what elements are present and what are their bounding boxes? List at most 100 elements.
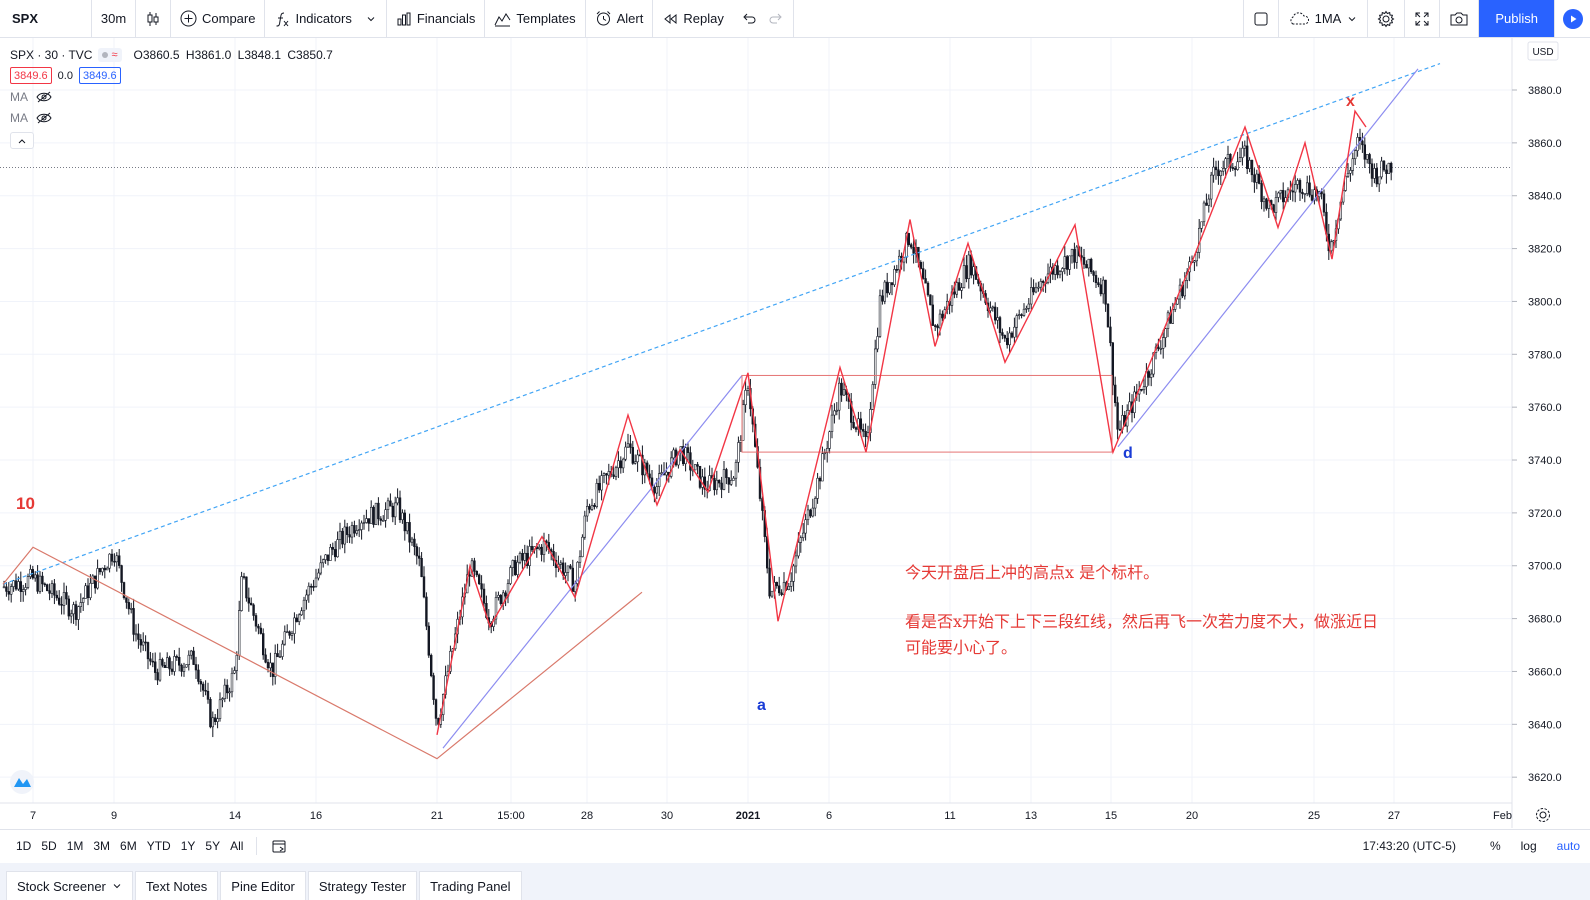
legend-symbol[interactable]: SPX · 30 · TVC bbox=[10, 47, 93, 62]
indicators-button[interactable]: Indicators bbox=[265, 0, 387, 37]
chart-settings-gear[interactable] bbox=[1536, 808, 1550, 822]
currency-badge[interactable] bbox=[1527, 41, 1559, 61]
range-ytd[interactable]: YTD bbox=[146, 838, 171, 853]
candle-body bbox=[144, 641, 147, 644]
bid-price[interactable]: 3849.6 bbox=[10, 67, 52, 84]
candle-body bbox=[194, 664, 198, 671]
candle-body bbox=[655, 486, 659, 494]
price-axis[interactable]: USD 3880.0 3860.0 3840.0 3820.0 3800.0 3780.0… bbox=[1511, 38, 1590, 828]
tab-strategy-tester[interactable]: Strategy Tester bbox=[307, 871, 418, 900]
templates-button[interactable]: Templates bbox=[485, 0, 586, 37]
cloud-layout-button[interactable]: 1MA bbox=[1279, 0, 1369, 37]
candle-body bbox=[113, 560, 116, 563]
candle bbox=[391, 502, 394, 523]
range-1d[interactable]: 1D bbox=[16, 838, 32, 853]
chart-drawings[interactable] bbox=[2, 63, 1441, 760]
interval-button[interactable]: 30m bbox=[92, 0, 136, 37]
legend-ohlc: O3860.5 H3861.0 L3848.1 C3850.7 bbox=[134, 48, 336, 62]
candle bbox=[1022, 303, 1026, 317]
toolbar-spacer bbox=[794, 0, 1243, 37]
compare-button[interactable]: Compare bbox=[171, 0, 266, 37]
symbol-search-button[interactable]: SPX bbox=[0, 0, 92, 37]
candle-body bbox=[717, 479, 721, 484]
candle-body bbox=[149, 658, 152, 662]
candle bbox=[223, 678, 226, 703]
candle bbox=[859, 411, 863, 436]
candle-body bbox=[202, 683, 205, 691]
tab-pine-editor[interactable]: Pine Editor bbox=[220, 871, 306, 900]
candle bbox=[1068, 255, 1071, 275]
clock-timezone[interactable]: 17:43:20 (UTC-5) bbox=[1362, 838, 1456, 853]
candle bbox=[190, 649, 193, 660]
candle bbox=[1262, 196, 1266, 212]
settings-button[interactable] bbox=[1368, 0, 1406, 37]
candle-body bbox=[33, 574, 37, 579]
price-tick-label: 3860.0 bbox=[1528, 138, 1562, 150]
goto-date-icon[interactable] bbox=[271, 838, 287, 854]
candle bbox=[513, 555, 517, 576]
candle-body bbox=[211, 717, 214, 728]
ask-price[interactable]: 3849.6 bbox=[78, 67, 121, 84]
candle bbox=[537, 544, 541, 551]
price-chart[interactable]: 10 a d x 今天开盘后上冲的高点x 是个标杆。 看是否x开始下上下三段红线… bbox=[0, 38, 1590, 828]
play-button[interactable] bbox=[1554, 0, 1590, 37]
candle bbox=[883, 280, 887, 305]
time-axis[interactable]: 7 9 14 16 21 15:00 28 30 2021 6 11 13 15 20 25 27 Feb bbox=[0, 802, 1512, 822]
candle bbox=[540, 544, 543, 562]
publish-button[interactable]: Publish bbox=[1479, 0, 1554, 37]
candle bbox=[1344, 175, 1347, 192]
candle-body bbox=[209, 699, 212, 728]
candle-body bbox=[204, 689, 207, 692]
replay-button[interactable]: Replay bbox=[653, 0, 794, 37]
alert-button[interactable]: Alert bbox=[586, 0, 654, 37]
log-scale-toggle[interactable]: log bbox=[1520, 838, 1537, 853]
candle bbox=[1109, 316, 1112, 347]
legend-ma2-row[interactable]: MA bbox=[10, 107, 336, 128]
candle-body bbox=[725, 469, 728, 479]
candle bbox=[1205, 193, 1208, 206]
candle-body bbox=[1368, 154, 1371, 165]
undo-icon[interactable] bbox=[741, 11, 757, 27]
candle bbox=[734, 459, 738, 487]
candle bbox=[103, 565, 107, 579]
redo-icon[interactable] bbox=[768, 11, 784, 27]
candle-body bbox=[833, 410, 836, 416]
candle-body bbox=[729, 480, 733, 485]
candle-body bbox=[660, 472, 663, 475]
candle bbox=[1039, 278, 1043, 293]
financials-button[interactable]: Financials bbox=[387, 0, 486, 37]
candle bbox=[1159, 340, 1163, 355]
eye-hidden-icon[interactable] bbox=[36, 91, 52, 103]
tab-text-notes[interactable]: Text Notes bbox=[134, 871, 219, 900]
candle-body bbox=[166, 657, 169, 668]
range-3m[interactable]: 3M bbox=[93, 838, 111, 853]
tradingview-logo[interactable] bbox=[10, 770, 34, 794]
fullscreen-button[interactable] bbox=[1405, 0, 1441, 37]
range-divider bbox=[256, 836, 258, 855]
candle bbox=[993, 302, 997, 325]
candle-body bbox=[67, 598, 71, 617]
chart-type-button[interactable] bbox=[136, 0, 171, 37]
snapshot-button[interactable] bbox=[1440, 0, 1480, 37]
candle bbox=[333, 541, 337, 562]
range-5y[interactable]: 5Y bbox=[205, 838, 221, 853]
legend-ma1-row[interactable]: MA bbox=[10, 86, 336, 107]
candle bbox=[309, 583, 313, 595]
auto-scale-toggle[interactable]: auto bbox=[1556, 838, 1580, 853]
layout-button[interactable] bbox=[1242, 0, 1279, 37]
candle-body bbox=[806, 509, 810, 521]
eye-hidden-icon[interactable] bbox=[36, 112, 52, 124]
candle bbox=[429, 653, 433, 678]
tab-stock-screener[interactable]: Stock Screener bbox=[6, 871, 133, 900]
tab-trading-panel[interactable]: Trading Panel bbox=[419, 871, 522, 900]
range-1m[interactable]: 1M bbox=[66, 838, 84, 853]
candle-body bbox=[545, 540, 548, 543]
market-status-pill[interactable]: ≈ bbox=[98, 47, 122, 62]
range-6m[interactable]: 6M bbox=[120, 838, 137, 853]
percent-scale-toggle[interactable]: % bbox=[1489, 838, 1501, 853]
range-all[interactable]: All bbox=[230, 838, 244, 853]
candle bbox=[1296, 178, 1299, 190]
range-5d[interactable]: 5D bbox=[41, 838, 57, 853]
legend-collapse-button[interactable] bbox=[10, 132, 34, 149]
range-1y[interactable]: 1Y bbox=[180, 838, 196, 853]
